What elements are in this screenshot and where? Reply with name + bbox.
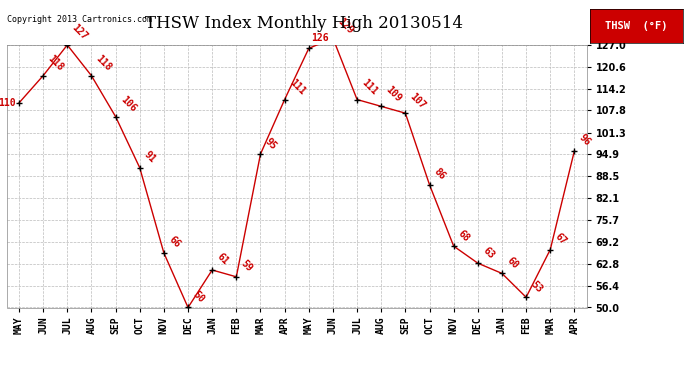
Text: 68: 68 [457, 228, 472, 243]
Text: 91: 91 [143, 150, 158, 165]
Text: Copyright 2013 Cartronics.com: Copyright 2013 Cartronics.com [7, 15, 152, 24]
Text: 106: 106 [119, 94, 138, 114]
Text: 66: 66 [167, 235, 182, 250]
Text: THSW Index Monthly High 20130514: THSW Index Monthly High 20130514 [145, 15, 462, 32]
Text: 61: 61 [215, 252, 230, 267]
Text: 107: 107 [408, 91, 428, 110]
Text: 86: 86 [433, 166, 448, 182]
Text: THSW  (°F): THSW (°F) [605, 21, 668, 31]
Text: 60: 60 [505, 255, 520, 271]
Text: 67: 67 [553, 231, 569, 247]
Text: 127: 127 [70, 23, 90, 42]
Text: 129: 129 [336, 16, 355, 35]
Text: 63: 63 [481, 245, 496, 260]
Text: 111: 111 [360, 77, 380, 97]
Text: 53: 53 [529, 279, 544, 294]
Text: 126: 126 [312, 33, 329, 43]
Text: 111: 111 [288, 77, 307, 97]
Text: 95: 95 [264, 136, 279, 152]
Text: 50: 50 [191, 290, 206, 305]
Text: 118: 118 [46, 53, 66, 73]
Text: 59: 59 [239, 259, 255, 274]
Text: 118: 118 [95, 53, 114, 73]
Text: 109: 109 [384, 84, 404, 104]
Text: 96: 96 [578, 132, 593, 148]
Text: 110: 110 [0, 98, 16, 108]
